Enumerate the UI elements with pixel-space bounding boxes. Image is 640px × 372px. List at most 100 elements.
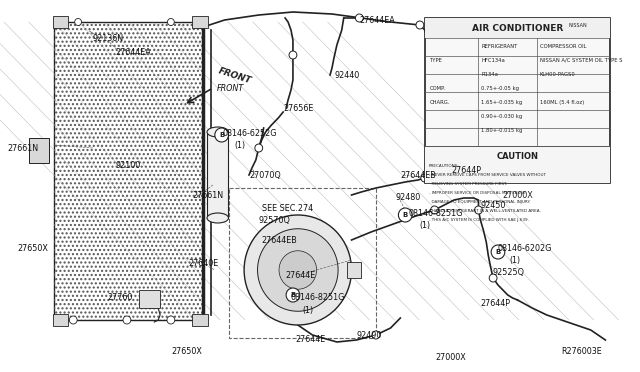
Text: KLH00-PAGS0: KLH00-PAGS0 xyxy=(540,71,576,77)
Bar xyxy=(54,22,203,320)
Text: 27644EB: 27644EB xyxy=(262,235,298,244)
Text: COMP.: COMP. xyxy=(429,86,445,90)
Text: - NEVER REMOVE CAPS FROM SERVICE VALVES WITHOUT: - NEVER REMOVE CAPS FROM SERVICE VALVES … xyxy=(429,173,546,177)
Text: 27661N: 27661N xyxy=(8,144,39,153)
Text: 27000X: 27000X xyxy=(435,353,467,362)
Text: NISSAN A/C SYSTEM OIL TYPE S: NISSAN A/C SYSTEM OIL TYPE S xyxy=(540,58,623,62)
Text: - HANDLE REFRIGERANT IN A WELL-VENTILATED AREA.: - HANDLE REFRIGERANT IN A WELL-VENTILATE… xyxy=(429,209,540,213)
Text: 27070Q: 27070Q xyxy=(249,170,281,180)
Text: 27640E: 27640E xyxy=(188,259,219,267)
Bar xyxy=(347,262,362,278)
Circle shape xyxy=(286,288,300,302)
Circle shape xyxy=(168,19,174,26)
Circle shape xyxy=(255,144,262,152)
Text: 92100: 92100 xyxy=(115,160,140,170)
Bar xyxy=(425,18,611,38)
Circle shape xyxy=(355,14,364,22)
Text: 27644EA: 27644EA xyxy=(115,48,151,57)
Text: 92440: 92440 xyxy=(335,71,360,80)
Bar xyxy=(52,16,68,28)
Text: 27644P: 27644P xyxy=(451,166,481,174)
Text: 08146-8251G: 08146-8251G xyxy=(291,294,346,302)
Text: PRECAUTIONS:: PRECAUTIONS: xyxy=(429,164,460,168)
Text: 27644E: 27644E xyxy=(295,336,325,344)
Text: R276003E: R276003E xyxy=(561,347,602,356)
Text: 27650X: 27650X xyxy=(17,244,49,253)
Text: 27644EA: 27644EA xyxy=(359,16,395,25)
Text: FRONT: FRONT xyxy=(217,66,252,85)
Text: HFC134a: HFC134a xyxy=(481,58,505,62)
Text: SEE SEC.274: SEE SEC.274 xyxy=(262,203,313,212)
Text: B: B xyxy=(403,212,408,218)
Circle shape xyxy=(69,316,77,324)
Circle shape xyxy=(215,128,228,142)
Text: R134a: R134a xyxy=(481,71,499,77)
Circle shape xyxy=(421,174,429,182)
Circle shape xyxy=(123,316,131,324)
Bar xyxy=(425,146,611,183)
Text: NISSAN: NISSAN xyxy=(568,22,587,28)
Text: 92450: 92450 xyxy=(481,201,506,209)
Ellipse shape xyxy=(207,213,228,223)
Text: 27661N: 27661N xyxy=(193,190,223,199)
Circle shape xyxy=(372,331,380,339)
Text: - THIS A/C SYSTEM IS COMPLIED WITH SAE J-639.: - THIS A/C SYSTEM IS COMPLIED WITH SAE J… xyxy=(429,218,529,222)
Text: B: B xyxy=(291,292,296,298)
Text: - IMPROPER SERVICE OR DISPOSAL MAY CAUSE: - IMPROPER SERVICE OR DISPOSAL MAY CAUSE xyxy=(429,191,525,195)
Circle shape xyxy=(474,206,483,214)
Text: 27644EB: 27644EB xyxy=(401,170,436,180)
Text: 27650X: 27650X xyxy=(171,347,202,356)
Circle shape xyxy=(244,215,351,325)
Text: 27644E: 27644E xyxy=(285,270,316,279)
Circle shape xyxy=(431,206,438,214)
Text: 92480: 92480 xyxy=(396,192,420,202)
Text: 27644P: 27644P xyxy=(481,298,511,308)
Text: (1): (1) xyxy=(303,305,314,314)
Bar xyxy=(207,132,228,218)
Bar xyxy=(54,22,203,320)
Bar xyxy=(425,18,611,183)
Text: (1): (1) xyxy=(234,141,246,150)
Text: 27656E: 27656E xyxy=(283,103,314,112)
Text: (1): (1) xyxy=(509,256,521,264)
Text: CHARG.: CHARG. xyxy=(429,99,450,105)
Circle shape xyxy=(279,251,317,289)
Text: B: B xyxy=(495,249,500,255)
Text: B: B xyxy=(219,132,224,138)
Text: 92570Q: 92570Q xyxy=(259,215,291,224)
Text: 08146-8251G: 08146-8251G xyxy=(408,208,463,218)
Circle shape xyxy=(483,156,490,164)
Text: 1.65+-0.035 kg: 1.65+-0.035 kg xyxy=(481,99,523,105)
Circle shape xyxy=(75,19,81,26)
Ellipse shape xyxy=(207,127,228,137)
Text: 27000X: 27000X xyxy=(502,190,533,199)
Circle shape xyxy=(398,208,412,222)
Bar xyxy=(52,314,68,326)
Text: DAMAGE TO EQUIPMENT AND PERSONAL INJURY.: DAMAGE TO EQUIPMENT AND PERSONAL INJURY. xyxy=(429,200,530,204)
Text: 92525Q: 92525Q xyxy=(492,267,524,276)
Text: COMPRESSOR OIL: COMPRESSOR OIL xyxy=(540,44,586,48)
Text: FRONT: FRONT xyxy=(217,83,244,93)
Text: 92136N: 92136N xyxy=(93,33,124,42)
Text: RELIEVING SYSTEM PRESSURE FIRST.: RELIEVING SYSTEM PRESSURE FIRST. xyxy=(429,182,507,186)
Text: (1): (1) xyxy=(420,221,431,230)
Bar xyxy=(29,138,49,163)
Text: 92490: 92490 xyxy=(356,331,382,340)
Text: CAUTION: CAUTION xyxy=(497,151,538,160)
Text: TYPE: TYPE xyxy=(429,58,442,62)
Circle shape xyxy=(489,274,497,282)
Text: 1.80+-0.015 kg: 1.80+-0.015 kg xyxy=(481,128,523,132)
Text: 0.90+-0.030 kg: 0.90+-0.030 kg xyxy=(481,113,523,119)
Circle shape xyxy=(257,229,338,311)
Text: 160ML (5.4 fl.oz): 160ML (5.4 fl.oz) xyxy=(540,99,584,105)
Bar xyxy=(193,314,208,326)
Text: REFRIGERANT: REFRIGERANT xyxy=(481,44,518,48)
Circle shape xyxy=(416,21,424,29)
Text: 0.75+-0.05 kg: 0.75+-0.05 kg xyxy=(481,86,520,90)
Bar xyxy=(139,290,160,308)
Text: 27760: 27760 xyxy=(108,294,132,302)
Text: 08146-6252G: 08146-6252G xyxy=(223,128,277,138)
Circle shape xyxy=(491,245,505,259)
Text: AIR CONDITIONER: AIR CONDITIONER xyxy=(472,23,563,32)
Bar xyxy=(193,16,208,28)
